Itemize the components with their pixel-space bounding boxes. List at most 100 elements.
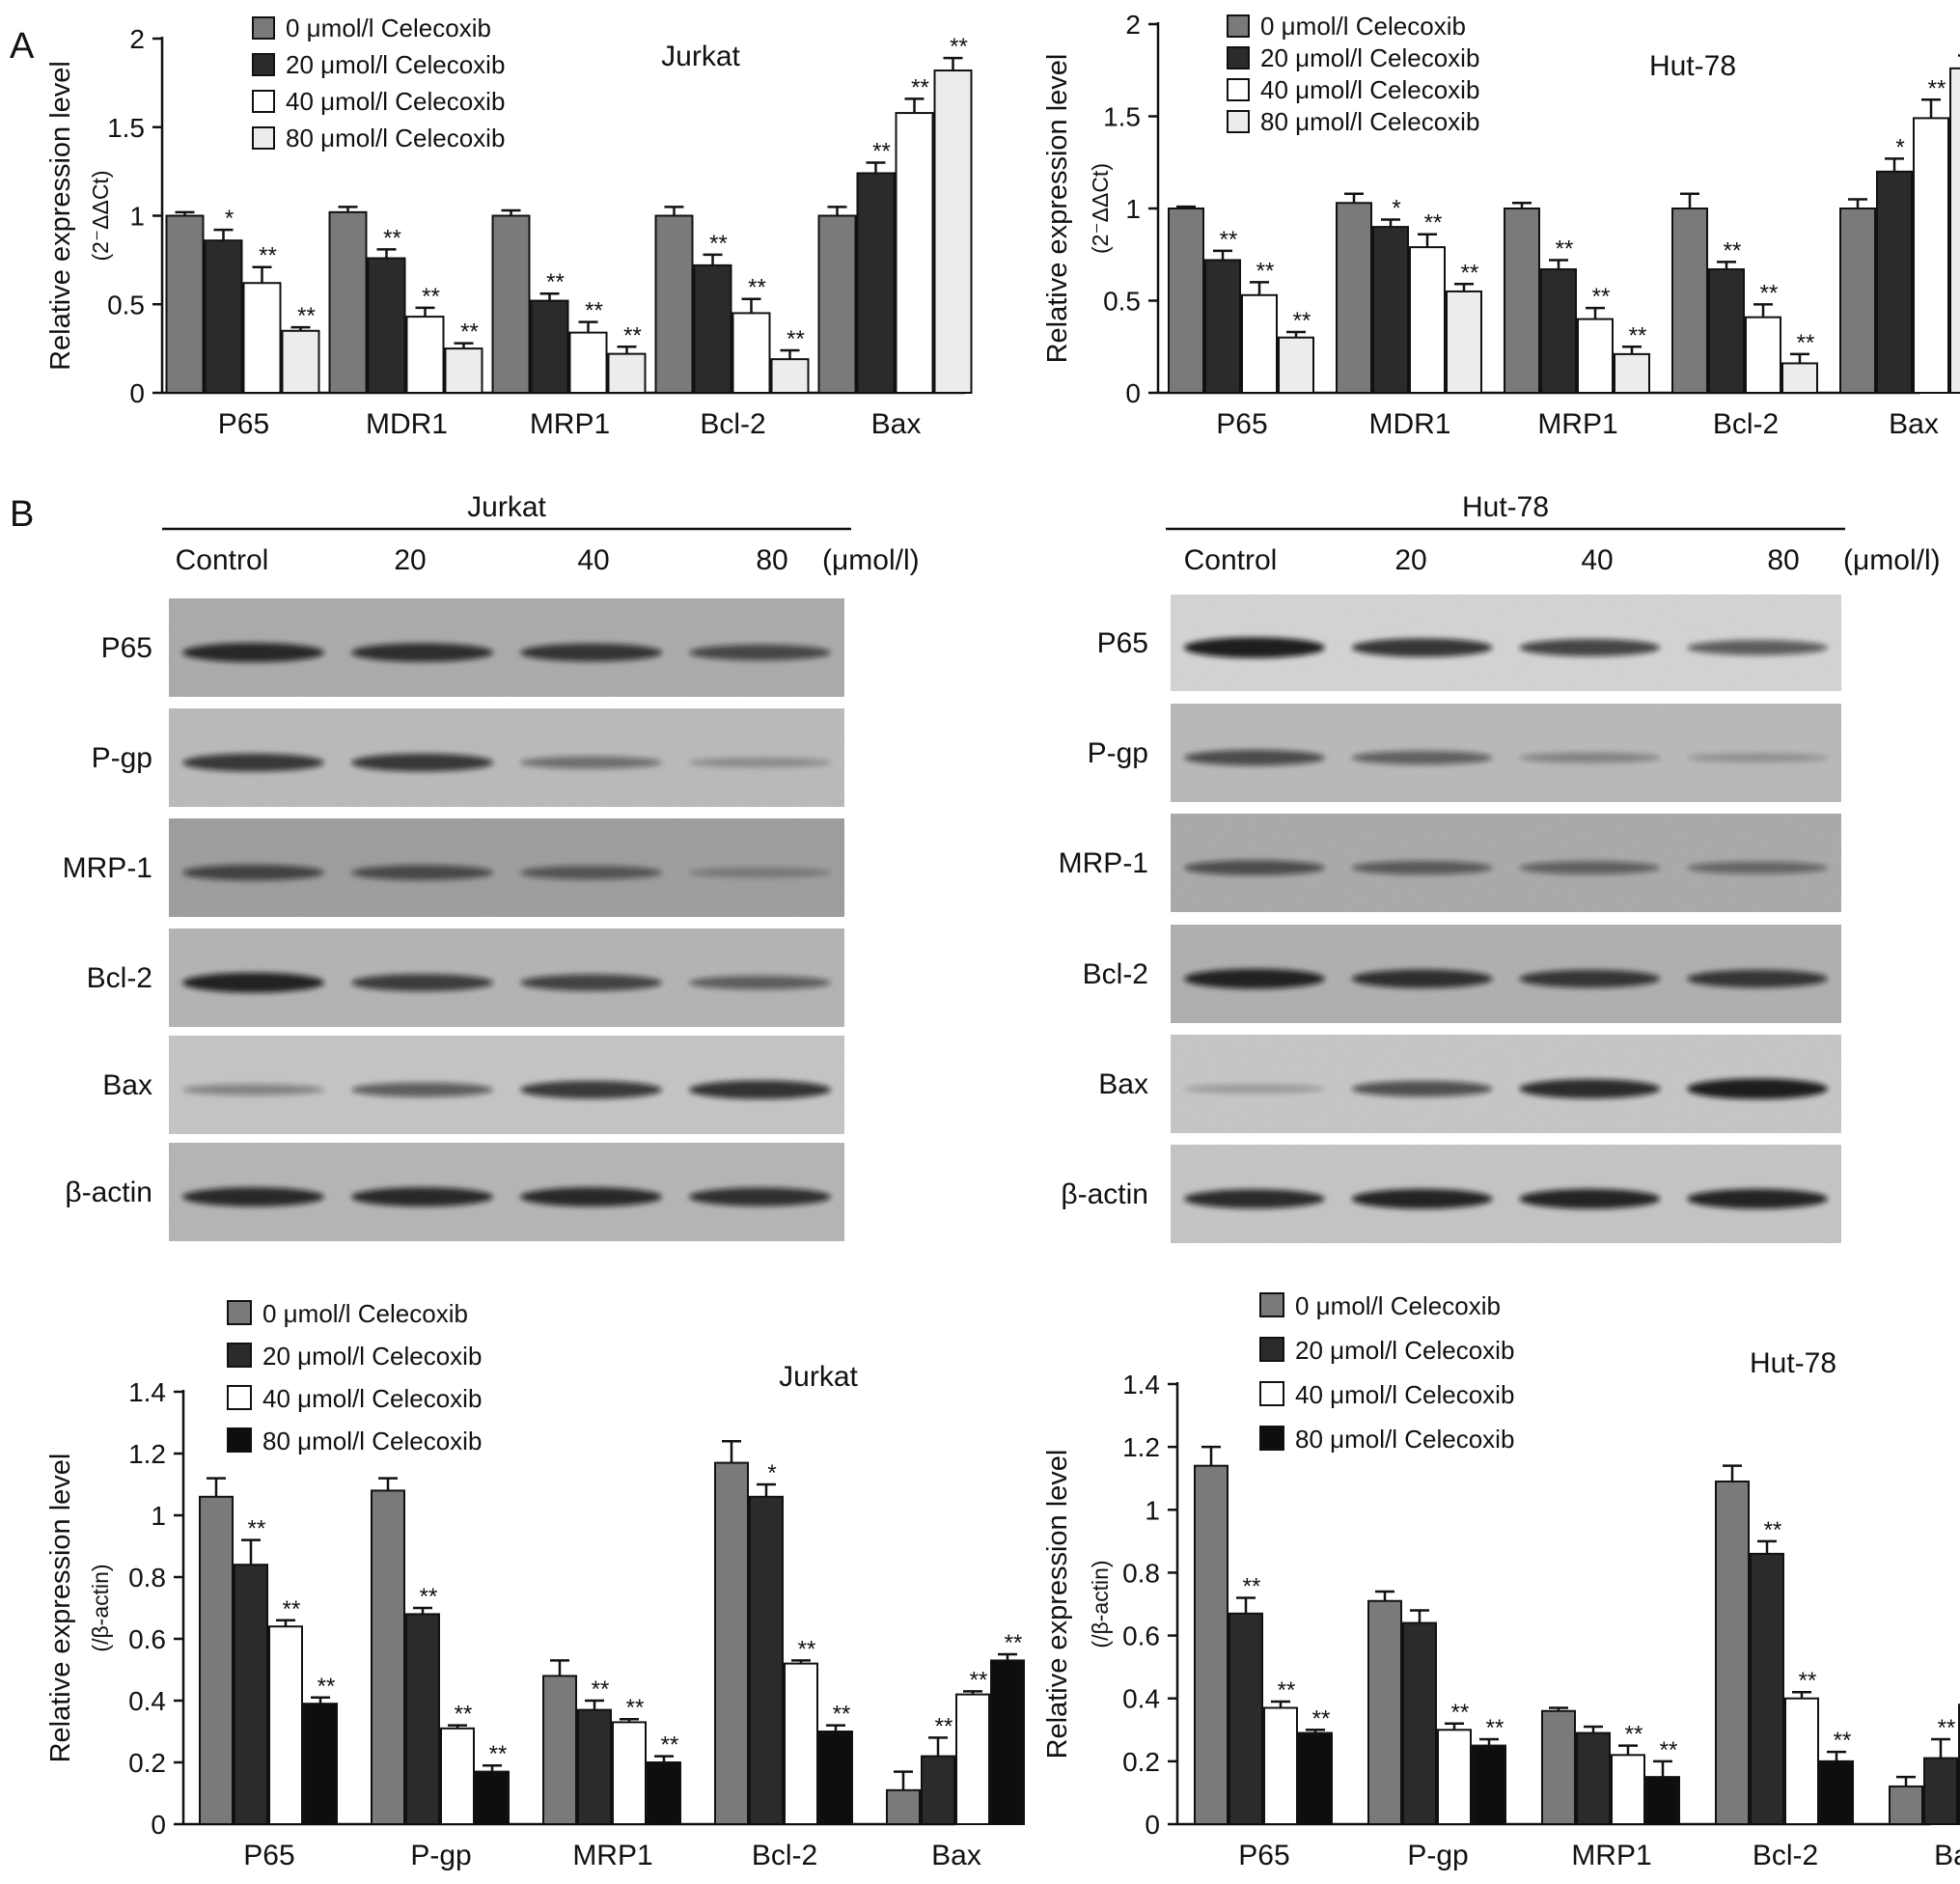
- x-tick-label: Bax: [1889, 408, 1939, 440]
- blot-band: [1351, 1080, 1493, 1097]
- significance-mark: **: [383, 225, 401, 251]
- significance-mark: **: [1764, 1517, 1782, 1543]
- x-tick-label: P65: [243, 1840, 294, 1871]
- x-tick-label: MRP1: [1571, 1840, 1651, 1871]
- chart-title: Jurkat: [661, 41, 740, 72]
- lane-label: 80: [756, 544, 787, 576]
- legend-label: 80 μmol/l Celecoxib: [1295, 1425, 1514, 1454]
- y-axis-label: Relative expression level: [45, 61, 76, 371]
- legend-label: 0 μmol/l Celecoxib: [1260, 12, 1466, 41]
- bar: [817, 214, 857, 394]
- x-tick-label: P65: [218, 408, 269, 440]
- y-tick-label: 0.5: [1103, 287, 1141, 317]
- bar: [1889, 1785, 1923, 1826]
- significance-mark: **: [248, 1516, 266, 1542]
- blot-row-label: P-gp: [92, 742, 152, 774]
- legend-label: 0 μmol/l Celecoxib: [1295, 1291, 1501, 1320]
- blot-band: [1183, 968, 1325, 989]
- blot-band: [1351, 750, 1493, 765]
- bar: [444, 347, 483, 394]
- blot-row-label: P65: [101, 632, 152, 664]
- blot-band: [351, 1082, 493, 1097]
- x-tick-label: P-gp: [410, 1840, 471, 1871]
- bar: [1194, 1464, 1228, 1825]
- significance-mark: **: [1243, 1573, 1261, 1599]
- blot-row-label: β-actin: [65, 1177, 152, 1208]
- blot-band: [520, 643, 662, 662]
- bar: [1913, 117, 1949, 394]
- bar: [1263, 1706, 1298, 1825]
- panel-label-b: B: [10, 494, 34, 535]
- lane-label: 80: [1767, 544, 1799, 576]
- x-tick-label: P65: [1216, 408, 1267, 440]
- y-axis-label-unit: (/β-actin): [1088, 1560, 1113, 1648]
- bar: [654, 214, 694, 394]
- blot-band: [520, 1080, 662, 1099]
- significance-mark: **: [1005, 1630, 1023, 1656]
- significance-mark: **: [1799, 1668, 1817, 1694]
- significance-mark: **: [546, 269, 565, 295]
- y-tick-label: 1: [1145, 1495, 1160, 1525]
- x-tick-label: P-gp: [1407, 1840, 1468, 1871]
- legend-label: 0 μmol/l Celecoxib: [262, 1299, 468, 1328]
- bar: [1402, 1621, 1437, 1825]
- significance-mark: **: [1625, 1722, 1643, 1748]
- bar: [303, 1703, 338, 1825]
- significance-mark: **: [1928, 75, 1946, 101]
- blot-band: [1351, 638, 1493, 657]
- legend-swatch: [1227, 14, 1250, 38]
- significance-mark: **: [1797, 330, 1815, 356]
- blot-band: [1687, 640, 1829, 655]
- blot-row: Bax: [1098, 1035, 1841, 1133]
- significance-mark: **: [872, 138, 891, 164]
- significance-mark: **: [460, 319, 479, 346]
- bar: [1409, 246, 1446, 394]
- significance-mark: **: [455, 1702, 473, 1728]
- y-tick-label: 1: [1125, 194, 1141, 224]
- bar: [475, 1770, 510, 1825]
- bar: [1784, 1697, 1819, 1825]
- y-tick-label: 0.8: [1122, 1558, 1160, 1588]
- x-tick-label: MRP1: [530, 408, 610, 440]
- y-axis-label-unit: (2⁻ΔΔCt): [88, 171, 113, 262]
- blot-band: [1687, 1078, 1829, 1099]
- blot-row: β-actin: [65, 1143, 844, 1241]
- blot-band: [1183, 1189, 1325, 1209]
- bar: [770, 358, 810, 395]
- blot-band: [1351, 969, 1493, 988]
- bar: [1540, 268, 1577, 394]
- y-tick-label: 2: [1125, 10, 1141, 40]
- significance-mark: **: [935, 1713, 953, 1739]
- bar: [1576, 1732, 1611, 1825]
- lane-unit: (μmol/l): [822, 544, 920, 576]
- bar: [1204, 259, 1241, 395]
- lane-label: 40: [1581, 544, 1613, 576]
- bar: [1671, 208, 1708, 394]
- blot-band: [1519, 969, 1661, 988]
- chart-title: Hut-78: [1750, 1347, 1836, 1379]
- x-tick-label: Bcl-2: [1713, 408, 1779, 440]
- blot-band: [351, 1187, 493, 1207]
- legend-swatch: [1227, 78, 1250, 101]
- bar: [1278, 336, 1314, 395]
- legend-label: 20 μmol/l Celecoxib: [262, 1342, 482, 1371]
- bar: [1839, 208, 1876, 394]
- legend-swatch: [1259, 1426, 1284, 1451]
- bar: [612, 1721, 647, 1826]
- bar: [568, 331, 608, 394]
- blot-band: [351, 974, 493, 991]
- blot-band: [1351, 860, 1493, 875]
- significance-mark: **: [626, 1695, 645, 1721]
- panel-label-a: A: [10, 26, 35, 67]
- blot-row-label: β-actin: [1061, 1178, 1148, 1210]
- bar: [199, 1495, 234, 1826]
- bar: [1750, 1552, 1784, 1826]
- y-axis-label-unit: (/β-actin): [88, 1564, 113, 1651]
- significance-mark: **: [1660, 1737, 1678, 1763]
- y-tick-label: 0.8: [128, 1563, 166, 1593]
- bar: [1614, 352, 1650, 395]
- legend-label: 40 μmol/l Celecoxib: [286, 87, 505, 116]
- legend-swatch: [252, 126, 275, 150]
- chart-title: Hut-78: [1649, 50, 1736, 82]
